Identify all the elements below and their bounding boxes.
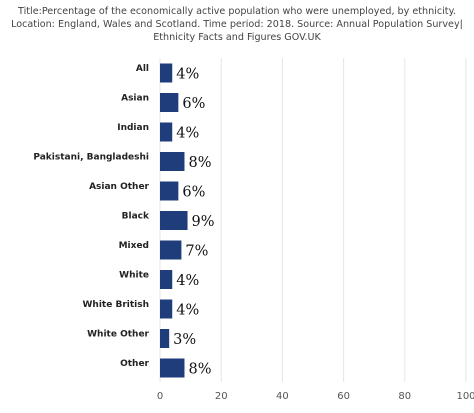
category-label: Other xyxy=(120,359,149,369)
data-label: 3% xyxy=(173,332,196,348)
bar xyxy=(160,93,179,112)
data-label: 9% xyxy=(192,214,215,230)
data-label: 8% xyxy=(188,155,211,171)
bar xyxy=(160,240,182,260)
bar xyxy=(160,152,185,171)
bar xyxy=(160,299,173,319)
category-label: Mixed xyxy=(119,241,149,251)
data-label: 4% xyxy=(176,273,199,289)
category-label: All xyxy=(136,64,149,74)
x-tick-label: 60 xyxy=(337,391,350,402)
x-tick-label: 0 xyxy=(157,391,163,402)
category-label: Pakistani, Bangladeshi xyxy=(33,153,149,163)
bar xyxy=(160,122,173,142)
x-tick-label: 20 xyxy=(215,391,228,402)
category-label: Asian xyxy=(121,94,149,104)
category-label: Black xyxy=(122,212,150,222)
data-label: 6% xyxy=(182,185,205,201)
data-label: 4% xyxy=(176,126,199,142)
x-tick-label: 40 xyxy=(276,391,289,402)
x-tick-label: 100 xyxy=(456,391,474,402)
category-label: Asian Other xyxy=(89,182,149,192)
chart-title: Title:Percentage of the economically act… xyxy=(11,6,463,43)
category-label: White British xyxy=(83,300,150,310)
bar xyxy=(160,63,173,83)
category-label: Indian xyxy=(117,123,149,133)
bar xyxy=(160,329,170,348)
bar xyxy=(160,211,188,230)
data-label: 8% xyxy=(188,362,211,378)
bar xyxy=(160,358,185,378)
category-label: White Other xyxy=(87,330,149,340)
bar xyxy=(160,181,179,201)
data-label: 4% xyxy=(176,303,199,319)
data-label: 6% xyxy=(182,96,205,112)
data-label: 4% xyxy=(176,67,199,83)
data-label: 7% xyxy=(185,244,208,260)
bar xyxy=(160,270,173,289)
x-tick-label: 80 xyxy=(398,391,411,402)
category-label: White xyxy=(119,271,149,281)
